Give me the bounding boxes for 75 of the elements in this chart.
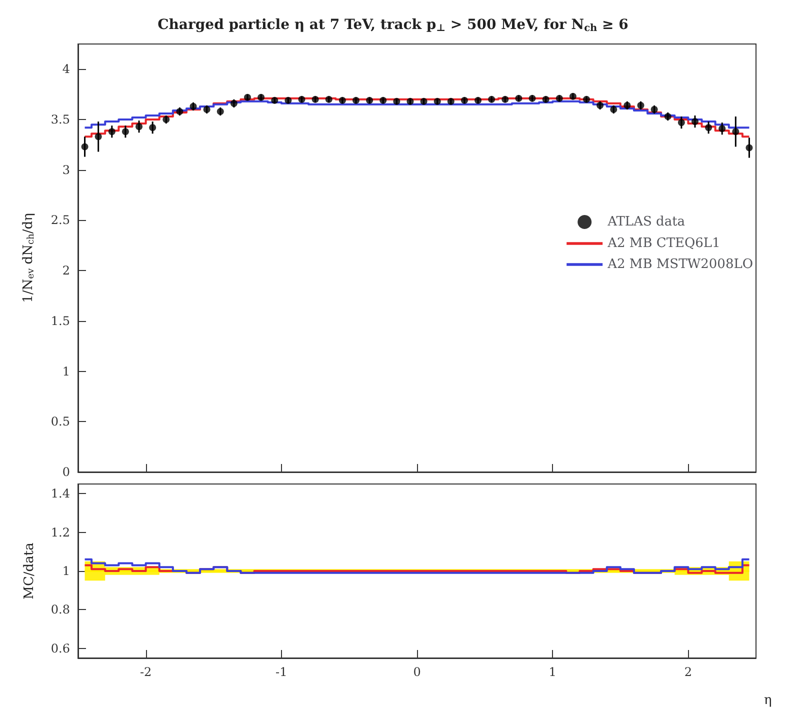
- point: [176, 108, 184, 115]
- point: [691, 118, 698, 126]
- point: [610, 106, 618, 113]
- point: [624, 102, 631, 109]
- point: [650, 106, 658, 113]
- point: [338, 96, 346, 104]
- y-axis-title: MC/data: [22, 542, 37, 600]
- point: [664, 113, 672, 120]
- point: [81, 143, 88, 150]
- y-tick-label: 3.5: [50, 112, 70, 127]
- x-tick-label: -1: [276, 665, 288, 679]
- y-tick-label: 4: [62, 62, 70, 76]
- x-tick-label: 0: [413, 665, 421, 679]
- point: [393, 98, 400, 105]
- legend-label: A2 MB CTEQ6L1: [606, 236, 720, 251]
- x-tick-label: 1: [548, 665, 556, 679]
- point: [94, 133, 102, 140]
- point: [515, 94, 522, 102]
- legend-label: A2 MB MSTW2008LO: [606, 257, 754, 272]
- x-axis-title: η: [764, 693, 772, 708]
- point: [460, 96, 468, 104]
- y-tick-label: 0.8: [50, 602, 70, 617]
- point: [718, 125, 726, 132]
- point: [406, 98, 414, 105]
- y-tick-label: 1: [62, 564, 70, 578]
- point: [122, 128, 129, 136]
- x-tick-label: 2: [684, 665, 692, 679]
- point: [596, 102, 604, 109]
- point: [732, 128, 740, 136]
- point: [352, 96, 360, 104]
- point: [190, 102, 197, 110]
- point: [216, 108, 224, 115]
- point: [583, 96, 590, 103]
- point: [637, 102, 644, 109]
- point: [284, 96, 292, 104]
- point: [474, 96, 482, 104]
- point: [298, 96, 306, 103]
- point: [447, 98, 454, 105]
- point: [136, 123, 143, 130]
- y-tick-label: 1.2: [50, 525, 70, 540]
- x-tick-label: -2: [140, 665, 152, 679]
- point: [380, 96, 387, 104]
- y-tick-label: 3: [62, 162, 70, 177]
- y-tick-label: 0: [62, 465, 70, 479]
- point: [366, 96, 374, 104]
- point: [569, 92, 576, 100]
- y-tick-label: 1.5: [50, 314, 70, 328]
- y-tick-label: 2.5: [50, 213, 70, 228]
- point: [502, 96, 509, 103]
- point: [705, 124, 712, 132]
- point: [203, 106, 210, 113]
- point: [325, 96, 332, 103]
- point: [312, 96, 319, 103]
- y-tick-label: 2: [62, 264, 70, 278]
- y-tick-label: 1.4: [50, 486, 70, 501]
- point: [258, 94, 265, 101]
- y-tick-label: 1: [62, 364, 70, 378]
- y-tick-label: 0.5: [50, 414, 70, 429]
- legend-label: ATLAS data: [606, 214, 686, 230]
- point: [542, 96, 550, 103]
- point: [434, 98, 441, 105]
- point: [149, 124, 156, 132]
- point: [488, 96, 496, 103]
- point: [230, 100, 238, 107]
- point: [271, 96, 278, 104]
- point: [556, 94, 563, 102]
- y-axis-title: 1/Nev dNch/dη: [21, 213, 36, 303]
- point: [528, 94, 536, 102]
- point: [678, 119, 685, 126]
- y-tick-label: 0.6: [50, 641, 70, 656]
- point: [244, 94, 251, 101]
- point: [420, 98, 428, 105]
- point: [108, 128, 116, 136]
- point: [162, 116, 170, 124]
- point: [746, 144, 753, 152]
